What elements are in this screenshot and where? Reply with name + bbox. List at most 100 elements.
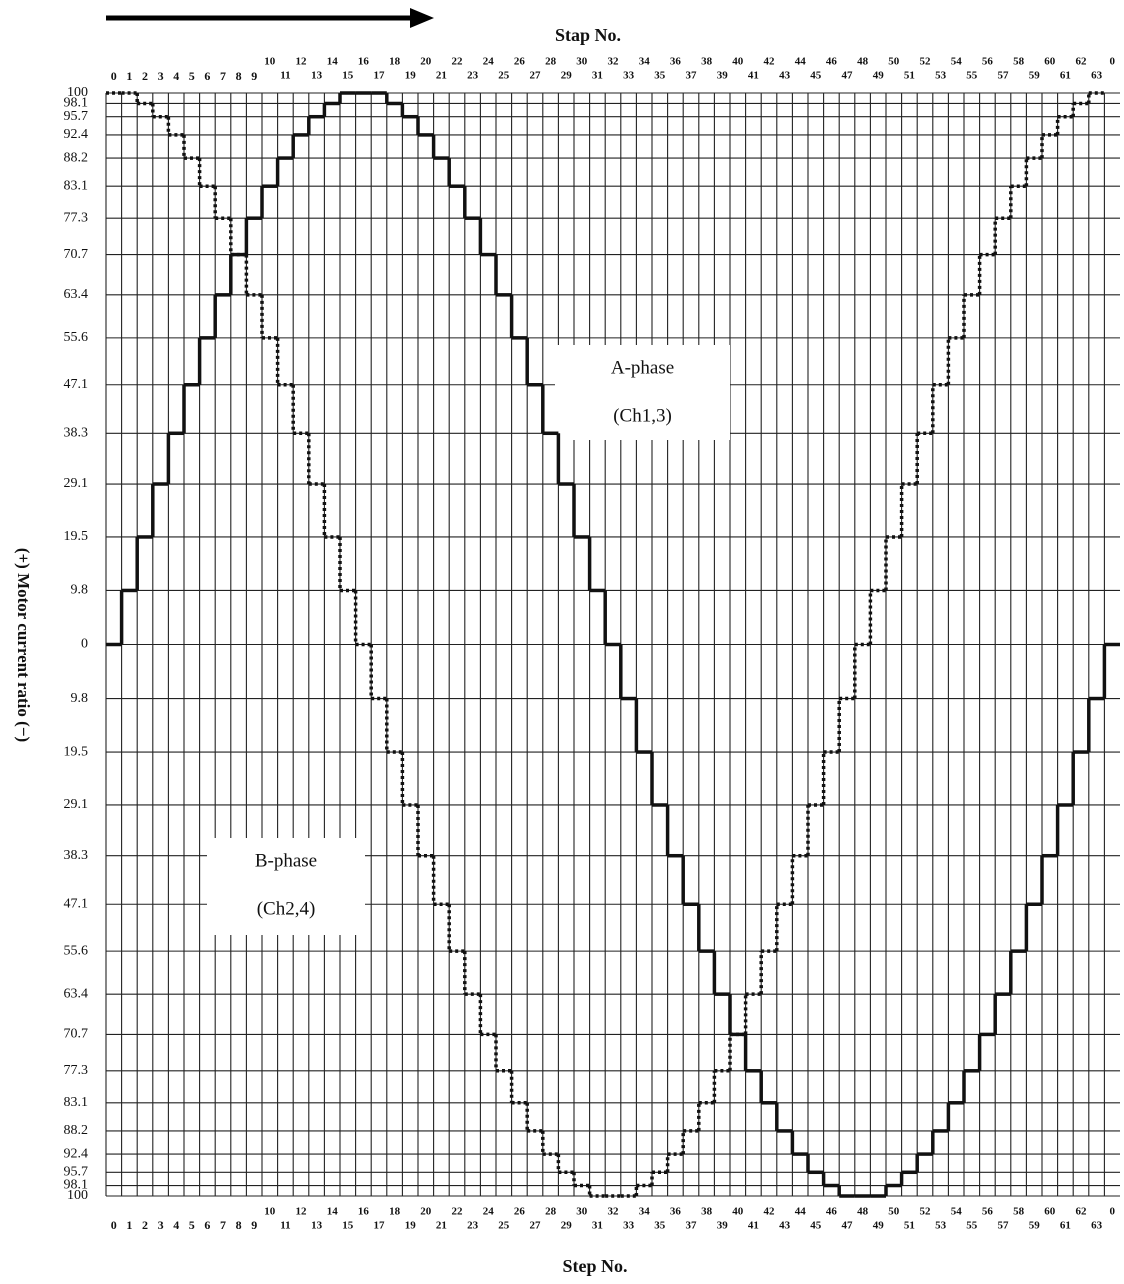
x-tick-label-top: 18 [389, 56, 401, 68]
x-tick-label-top: 7 [220, 69, 226, 83]
x-tick-label-bottom: 18 [389, 1206, 401, 1218]
x-tick-label-bottom: 34 [639, 1206, 651, 1218]
x-tick-label-top: 22 [452, 56, 464, 68]
y-tick-label: 47.1 [64, 377, 89, 392]
x-tick-label-bottom: 51 [904, 1220, 915, 1232]
y-tick-label: 92.4 [64, 127, 89, 142]
x-tick-label-bottom: 49 [873, 1220, 885, 1232]
x-tick-label-bottom: 11 [280, 1220, 290, 1232]
x-tick-label-bottom: 57 [998, 1220, 1010, 1232]
y-axis-title: (+) Motor current ratio (−) [14, 548, 33, 742]
x-tick-label-top: 35 [654, 70, 666, 82]
x-tick-label-bottom: 46 [826, 1206, 838, 1218]
x-tick-label-top: 58 [1013, 56, 1025, 68]
x-tick-label-bottom: 19 [405, 1220, 417, 1232]
x-tick-label-bottom: 41 [748, 1220, 759, 1232]
series-channel: (Ch2,4) [257, 898, 316, 919]
x-tick-label-top: 39 [717, 70, 729, 82]
y-tick-label: 98.1 [64, 96, 89, 111]
series-channel: (Ch1,3) [613, 405, 672, 426]
x-tick-label-bottom: 7 [220, 1218, 226, 1232]
x-tick-label-top: 5 [189, 69, 195, 83]
x-tick-label-top: 63 [1091, 70, 1103, 82]
x-tick-label-bottom: 4 [173, 1218, 179, 1232]
x-tick-label-top: 40 [732, 56, 744, 68]
x-tick-label-top: 19 [405, 70, 417, 82]
x-tick-label-bottom: 24 [483, 1206, 495, 1218]
top-axis-title: Stap No. [555, 25, 621, 45]
y-tick-label: 55.6 [64, 330, 89, 345]
x-tick-label-bottom: 17 [374, 1220, 386, 1232]
x-tick-label-top: 20 [420, 56, 432, 68]
x-tick-label-top: 51 [904, 70, 915, 82]
y-tick-label: 92.4 [64, 1146, 89, 1161]
x-tick-label-bottom: 6 [204, 1218, 210, 1232]
y-tick-label: 88.2 [64, 1123, 89, 1138]
x-tick-label-top: 11 [280, 70, 290, 82]
x-tick-label-top: 54 [951, 56, 963, 68]
y-tick-label: 19.5 [64, 529, 89, 544]
x-tick-label-top: 23 [467, 70, 479, 82]
x-tick-label-bottom: 35 [654, 1220, 666, 1232]
x-tick-label-top: 38 [701, 56, 713, 68]
y-tick-label: 100 [67, 1188, 88, 1203]
x-tick-label-bottom: 38 [701, 1206, 713, 1218]
x-tick-label-top: 13 [311, 70, 323, 82]
x-tick-label-top: 9 [251, 69, 257, 83]
x-tick-label-bottom: 56 [982, 1206, 994, 1218]
x-tick-label-bottom: 16 [358, 1206, 370, 1218]
y-tick-label: 29.1 [64, 797, 89, 812]
x-tick-label-top: 6 [204, 69, 210, 83]
x-tick-label-bottom: 47 [842, 1220, 854, 1232]
x-tick-label-top: 34 [639, 56, 651, 68]
x-tick-label-bottom: 39 [717, 1220, 729, 1232]
x-tick-label-top: 1 [126, 69, 132, 83]
x-tick-label-bottom: 60 [1044, 1206, 1056, 1218]
y-tick-label: 83.1 [64, 178, 89, 193]
x-tick-label-bottom: 40 [732, 1206, 744, 1218]
x-tick-label-top: 28 [545, 56, 557, 68]
x-tick-label-bottom: 30 [576, 1206, 588, 1218]
x-tick-label-top: 45 [810, 70, 822, 82]
x-tick-label-bottom: 0 [111, 1218, 117, 1232]
x-tick-label-bottom: 48 [857, 1206, 869, 1218]
x-tick-label-bottom: 54 [951, 1206, 963, 1218]
x-tick-label-top: 43 [779, 70, 791, 82]
x-tick-label-top: 25 [498, 70, 510, 82]
x-tick-label-bottom: 55 [966, 1220, 978, 1232]
x-tick-label-bottom: 63 [1091, 1220, 1103, 1232]
x-tick-label-top: 8 [236, 69, 242, 83]
x-tick-label-bottom: 27 [530, 1220, 542, 1232]
x-tick-label-top: 14 [327, 56, 339, 68]
x-tick-label-top: 37 [686, 70, 698, 82]
x-tick-label-bottom: 29 [561, 1220, 573, 1232]
x-tick-label-bottom: 26 [514, 1206, 526, 1218]
x-tick-label-bottom: 5 [189, 1218, 195, 1232]
annotation-box [207, 838, 365, 935]
y-tick-label: 9.8 [71, 691, 89, 706]
x-tick-label-bottom: 20 [420, 1206, 432, 1218]
y-tick-label: 29.1 [64, 476, 89, 491]
annotation-box [555, 345, 730, 440]
y-tick-label: 63.4 [64, 986, 89, 1001]
x-tick-label-bottom: 12 [296, 1206, 308, 1218]
x-tick-label-bottom: 9 [251, 1218, 257, 1232]
y-tick-label: 95.7 [64, 1165, 89, 1180]
y-tick-label: 38.3 [64, 848, 89, 863]
x-tick-label-bottom: 0 [1109, 1206, 1115, 1218]
x-tick-label-top: 42 [764, 56, 776, 68]
x-tick-label-top: 60 [1044, 56, 1056, 68]
series-label: A-phase [611, 357, 674, 378]
x-tick-label-top: 50 [888, 56, 900, 68]
x-tick-label-bottom: 37 [686, 1220, 698, 1232]
y-tick-label: 63.4 [64, 287, 89, 302]
x-tick-label-bottom: 21 [436, 1220, 447, 1232]
x-tick-label-top: 55 [966, 70, 978, 82]
direction-arrow [106, 8, 434, 28]
x-tick-label-top: 0 [111, 69, 117, 83]
x-tick-label-bottom: 31 [592, 1220, 603, 1232]
x-tick-label-bottom: 58 [1013, 1206, 1025, 1218]
x-tick-label-top: 21 [436, 70, 447, 82]
x-tick-label-top: 17 [374, 70, 386, 82]
